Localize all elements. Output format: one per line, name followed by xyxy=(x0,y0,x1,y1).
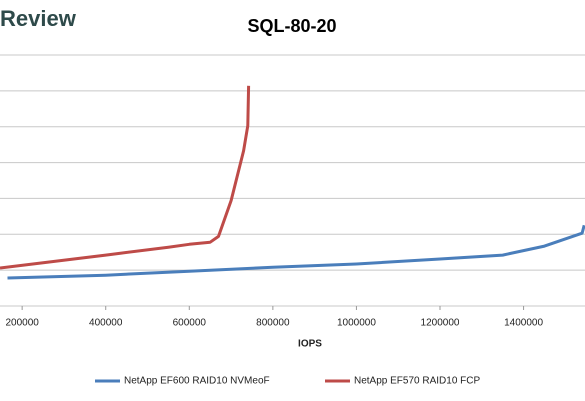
x-tick-label: 400000 xyxy=(89,318,123,329)
chart-title: SQL-80-20 xyxy=(247,16,336,36)
x-tick-label: 200000 xyxy=(5,318,39,329)
x-tick-label: 600000 xyxy=(173,318,207,329)
series-line xyxy=(0,85,251,270)
brand: Review xyxy=(0,6,77,31)
legend-label: NetApp EF600 RAID10 NVMeoF xyxy=(124,376,270,387)
x-tick-label: 1000000 xyxy=(337,318,376,329)
legend-label: NetApp EF570 RAID10 FCP xyxy=(354,376,480,387)
x-tick-label: 1400000 xyxy=(504,318,543,329)
series-line xyxy=(7,224,585,280)
plot-area xyxy=(0,85,585,280)
x-tick-label: 1200000 xyxy=(421,318,460,329)
x-tick-label: 800000 xyxy=(256,318,290,329)
x-axis-label: IOPS xyxy=(298,339,322,350)
